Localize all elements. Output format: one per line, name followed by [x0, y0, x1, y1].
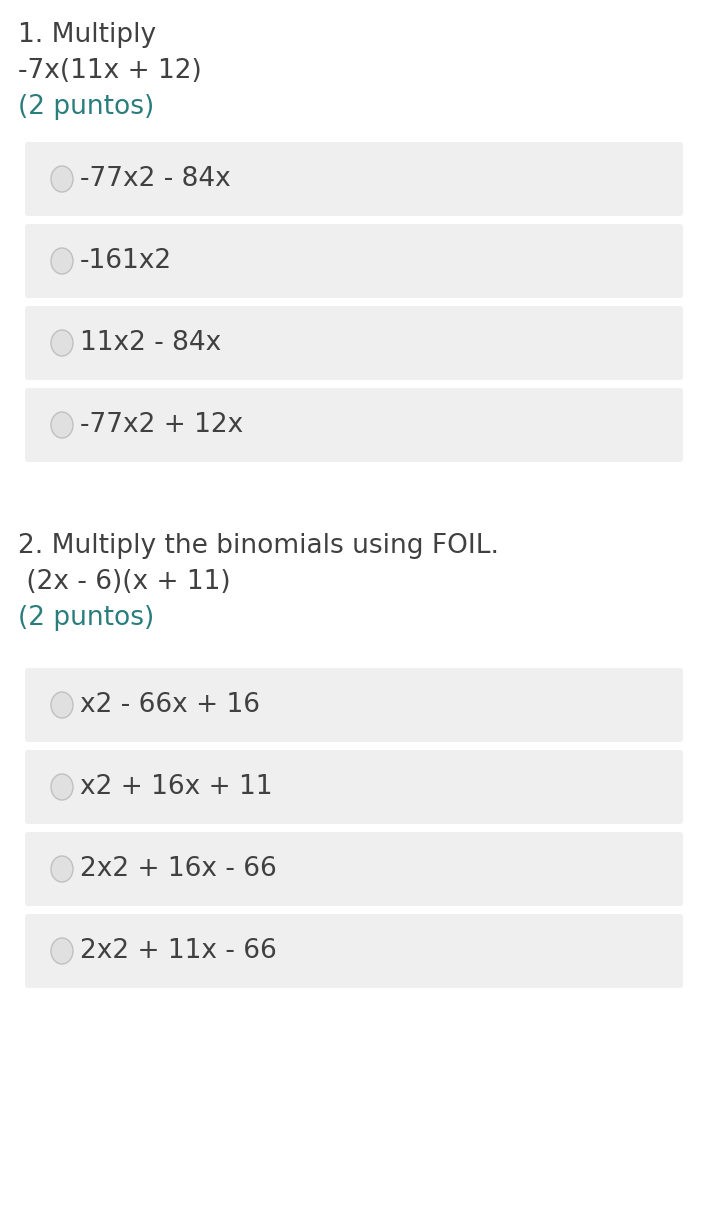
Text: 2. Multiply the binomials using FOIL.: 2. Multiply the binomials using FOIL. — [18, 533, 499, 558]
Ellipse shape — [51, 248, 73, 274]
Ellipse shape — [51, 938, 73, 964]
FancyBboxPatch shape — [25, 224, 683, 298]
Text: (2 puntos): (2 puntos) — [18, 605, 154, 631]
Ellipse shape — [51, 412, 73, 437]
Text: -161x2: -161x2 — [80, 248, 172, 274]
Text: 2x2 + 16x - 66: 2x2 + 16x - 66 — [80, 855, 277, 882]
FancyBboxPatch shape — [25, 750, 683, 824]
Text: -7x(11x + 12): -7x(11x + 12) — [18, 57, 202, 84]
Text: x2 + 16x + 11: x2 + 16x + 11 — [80, 774, 272, 800]
Ellipse shape — [51, 166, 73, 192]
Text: 1. Multiply: 1. Multiply — [18, 22, 156, 48]
FancyBboxPatch shape — [25, 389, 683, 462]
Ellipse shape — [51, 692, 73, 719]
Ellipse shape — [51, 774, 73, 800]
FancyBboxPatch shape — [25, 306, 683, 380]
Text: (2x - 6)(x + 11): (2x - 6)(x + 11) — [18, 569, 231, 595]
Text: 11x2 - 84x: 11x2 - 84x — [80, 330, 221, 356]
FancyBboxPatch shape — [25, 914, 683, 989]
FancyBboxPatch shape — [25, 142, 683, 216]
Ellipse shape — [51, 330, 73, 356]
Text: -77x2 - 84x: -77x2 - 84x — [80, 166, 231, 192]
Text: x2 - 66x + 16: x2 - 66x + 16 — [80, 692, 260, 719]
FancyBboxPatch shape — [25, 668, 683, 742]
Ellipse shape — [51, 855, 73, 882]
Text: (2 puntos): (2 puntos) — [18, 94, 154, 120]
Text: 2x2 + 11x - 66: 2x2 + 11x - 66 — [80, 938, 277, 964]
FancyBboxPatch shape — [25, 832, 683, 906]
Text: -77x2 + 12x: -77x2 + 12x — [80, 412, 244, 437]
